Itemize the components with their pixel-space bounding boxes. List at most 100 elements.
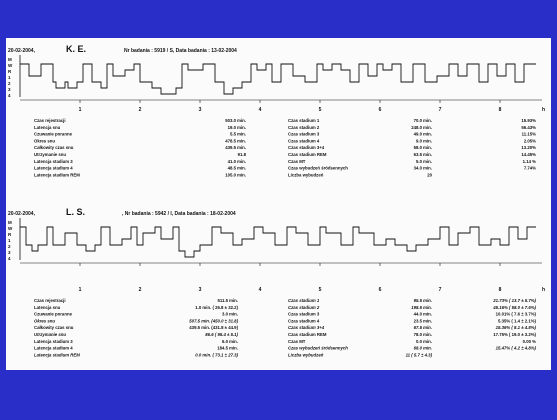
x-tick-label: 8 bbox=[499, 287, 502, 293]
hypnogram-series bbox=[20, 226, 536, 258]
x-tick-label: 5 bbox=[319, 107, 322, 113]
y-tick-label: M bbox=[8, 57, 12, 62]
y-tick-label: R bbox=[8, 69, 12, 74]
y-tick-label: W bbox=[8, 63, 13, 68]
x-tick-label: 6 bbox=[379, 107, 382, 113]
stat-label: Czas rejestracji bbox=[34, 118, 66, 123]
stat-label: Okres snu bbox=[34, 318, 55, 323]
stat-label: Latencja snu bbox=[34, 125, 61, 130]
x-tick-label: 2 bbox=[139, 287, 142, 293]
y-tick-label: 4 bbox=[8, 256, 11, 261]
stat-label: Okres snu bbox=[34, 138, 55, 143]
x-tick-label: 7 bbox=[439, 107, 442, 113]
stat-value: 86.6 ( 95.4 ± 5.1) bbox=[205, 332, 238, 337]
stat-value: 63.5 min. bbox=[414, 152, 432, 157]
stat-percent: 14.45% bbox=[521, 152, 536, 157]
chart2-exam: , Nr badania : 5942 / I, Data badania : … bbox=[122, 211, 236, 217]
stat-value: 70.0 min. bbox=[414, 118, 432, 123]
stat-label: Latencja stadium 4 bbox=[34, 346, 73, 351]
stat-value: 248.0 min. bbox=[411, 125, 432, 130]
stat-label: Latencja stadium 3 bbox=[34, 339, 73, 344]
chart2-x-unit: h bbox=[542, 287, 545, 293]
stat-value: 49.0 min. bbox=[414, 132, 432, 137]
y-tick-label: 2 bbox=[8, 244, 11, 249]
stat-label: Utrzymanie snu bbox=[34, 152, 66, 157]
hypnogram-document: 20-02-2004, K. E. Nr badania : 5919 / S,… bbox=[8, 44, 545, 357]
stat-percent: 15.36% ( 8.1 ± 4.8%) bbox=[496, 325, 537, 330]
x-tick-label: 1 bbox=[79, 107, 82, 113]
stat-value: 478.5 min. bbox=[225, 138, 246, 143]
stat-value: 184.5 min. bbox=[217, 346, 238, 351]
stat-label: Czas stadium 3+4 bbox=[288, 325, 325, 330]
stat-percent: 15.47% ( 4.2 ± 4.8%) bbox=[496, 346, 537, 351]
stat-value: 9.0 min. bbox=[416, 138, 432, 143]
chart1-plot bbox=[19, 55, 542, 101]
y-tick-label: W bbox=[8, 226, 13, 231]
x-tick-label: 7 bbox=[439, 287, 442, 293]
stat-label: Liczba wybudzeń bbox=[288, 172, 324, 177]
stat-label: Czas stadium 3 bbox=[288, 312, 320, 317]
y-tick-label: M bbox=[8, 220, 12, 225]
stat-value: 58.0 min. bbox=[414, 145, 432, 150]
chart2-plot bbox=[19, 218, 542, 264]
y-tick-label: 3 bbox=[8, 250, 11, 255]
stat-value: 507.5 min. (450.0 ± 31.8) bbox=[189, 318, 238, 323]
chart2-x-axis: 1 2 3 4 5 6 7 8 bbox=[79, 263, 502, 293]
stat-percent: 5.35% ( 1.4 ± 2.1%) bbox=[498, 318, 537, 323]
x-tick-label: 4 bbox=[259, 287, 262, 293]
stat-percent: 13.20% bbox=[521, 145, 536, 150]
stat-percent: 1.14 % bbox=[523, 159, 537, 164]
stat-label: Utrzymanie snu bbox=[34, 332, 66, 337]
stat-label: Czas stadium 1 bbox=[288, 118, 320, 123]
y-tick-label: 1 bbox=[8, 238, 11, 243]
chart2-date: 20-02-2004, bbox=[8, 211, 36, 217]
stat-label: Czuwanie poranne bbox=[34, 132, 73, 137]
stat-label: Latencja stadium REM bbox=[34, 352, 80, 357]
stat-value: 1.0 min. ( 26.8 ± 32.2) bbox=[195, 305, 238, 310]
stat-percent: 15.93% bbox=[521, 118, 536, 123]
chart2-patient: L. S. bbox=[66, 207, 85, 217]
stat-label: Czas stadium 2 bbox=[288, 125, 320, 130]
chart1-patient: K. E. bbox=[66, 44, 86, 54]
stat-label: Czas stadium 4 bbox=[288, 138, 320, 143]
stat-value: 95.5 min. bbox=[414, 298, 432, 303]
stat-percent: 2.05% bbox=[524, 138, 536, 143]
stat-label: Czas stadium 2 bbox=[288, 305, 320, 310]
stat-percent: 45.16% ( 58.0 ± 7.6%) bbox=[492, 305, 536, 310]
stat-value: 0.0 min. bbox=[416, 339, 432, 344]
x-tick-label: 3 bbox=[199, 287, 202, 293]
chart1-exam: Nr badania : 5919 / S, Data badania : 13… bbox=[124, 48, 237, 54]
stat-value: 67.5 min. bbox=[414, 325, 432, 330]
stat-label: Latencja snu bbox=[34, 305, 61, 310]
y-tick-label: R bbox=[8, 232, 12, 237]
stat-percent: 7.74% bbox=[524, 166, 536, 171]
stat-label: Całkowity czas snu bbox=[34, 145, 74, 150]
stat-label: Czas wybudzeń śródsennych bbox=[288, 166, 348, 171]
stat-value: 11 ( 5.7 ± 4.3) bbox=[406, 352, 433, 357]
x-tick-label: 4 bbox=[259, 107, 262, 113]
chart2-stats-table: Czas rejestracji 511.5 min. Latencja snu 1.… bbox=[34, 298, 537, 357]
stat-value: 6.0 min. bbox=[222, 339, 238, 344]
chart1-stats-table: Czas rejestracji 503.0 min. Latencja snu 19… bbox=[34, 118, 536, 177]
chart1-x-axis: 1 2 3 4 5 6 7 8 bbox=[79, 100, 502, 113]
stat-label: Latencja stadium REM bbox=[34, 172, 80, 177]
stat-value: 198.5 min. bbox=[411, 305, 432, 310]
stat-label: Czas MT bbox=[288, 159, 306, 164]
stat-label: Czas MT bbox=[288, 339, 306, 344]
stat-value: 68.0 min. bbox=[414, 346, 432, 351]
stat-value: 439.5 min. bbox=[225, 145, 246, 150]
stat-percent: 11.15% bbox=[522, 132, 537, 137]
stat-value: 0.0 min. ( 73.1 ± 27.3) bbox=[195, 352, 238, 357]
stat-value: 503.0 min. bbox=[225, 118, 246, 123]
y-tick-label: 4 bbox=[8, 93, 11, 98]
stat-value: 439.5 min. (431.8 ± 44.9) bbox=[189, 325, 238, 330]
stat-value: 5.5 min. bbox=[230, 132, 246, 137]
chart1-date: 20-02-2004, bbox=[8, 48, 36, 54]
stat-value: 34.0 min. bbox=[414, 166, 432, 171]
stat-percent: 0.00 % bbox=[523, 339, 537, 344]
stat-label: Całkowity czas snu bbox=[34, 325, 74, 330]
chart1-x-unit: h bbox=[542, 107, 545, 113]
stat-label: Czas stadium 1 bbox=[288, 298, 320, 303]
stat-value: 23.5 min. bbox=[414, 318, 432, 323]
